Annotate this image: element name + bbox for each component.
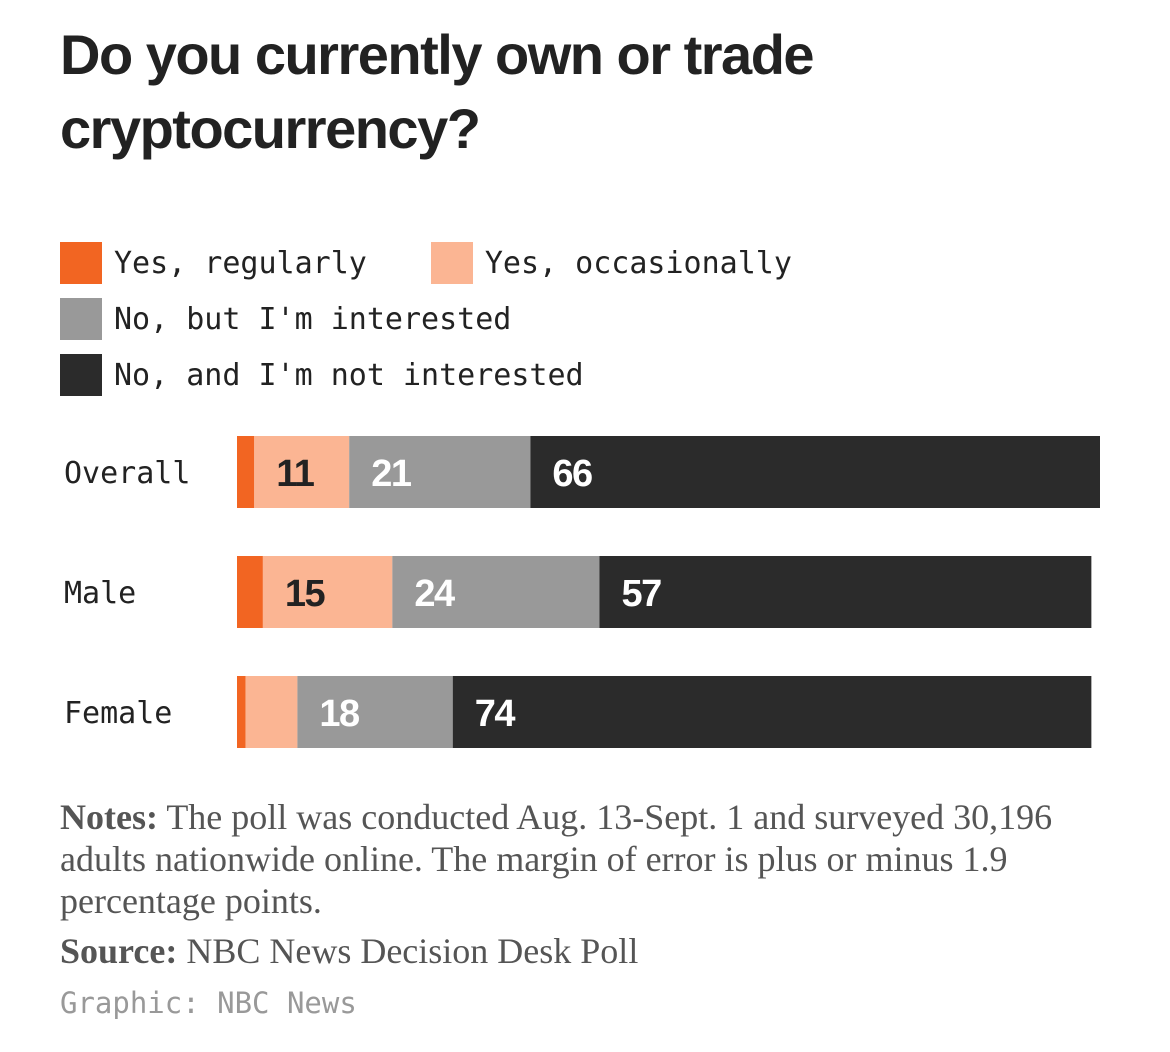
bar-overall-no-and-i-m-not-interested xyxy=(530,436,1100,508)
legend-row-1: Yes, regularly Yes, occasionally xyxy=(60,242,1140,284)
legend-item-yes-occasionally: Yes, occasionally xyxy=(430,242,792,284)
legend-item-no-interested: No, but I'm interested xyxy=(60,298,511,340)
legend-label-no-not-interested: No, and I'm not interested xyxy=(114,357,584,393)
notes-text: The poll was conducted Aug. 13-Sept. 1 a… xyxy=(60,797,1053,921)
category-label-overall: Overall xyxy=(64,456,190,491)
data-label-male-no-and-i-m-not-interested: 57 xyxy=(621,573,661,615)
legend-label-yes-regularly: Yes, regularly xyxy=(114,245,367,281)
legend-row-3: No, and I'm not interested xyxy=(60,354,1140,396)
graphic-credit: Graphic: NBC News xyxy=(60,986,357,1020)
legend: Yes, regularly Yes, occasionally No, but… xyxy=(60,242,1140,410)
legend-swatch-yes-occasionally xyxy=(430,242,473,284)
legend-label-no-interested: No, but I'm interested xyxy=(114,301,512,337)
data-label-female-no-and-i-m-not-interested: 74 xyxy=(475,693,516,735)
bar-male-no-and-i-m-not-interested xyxy=(599,556,1092,628)
notes-label: Notes: xyxy=(60,797,158,837)
data-label-overall-no-and-i-m-not-interested: 66 xyxy=(552,453,592,495)
data-label-female-no-but-i-m-interested: 18 xyxy=(319,693,359,735)
legend-row-2: No, but I'm interested xyxy=(60,298,1140,340)
source-label: Source: xyxy=(60,931,178,971)
data-label-overall-no-but-i-m-interested: 21 xyxy=(371,453,412,495)
legend-swatch-no-not-interested xyxy=(60,354,102,396)
bar-female-yes-regularly xyxy=(237,676,246,748)
bar-male-no-but-i-m-interested xyxy=(392,556,600,628)
category-label-male: Male xyxy=(64,576,136,611)
category-label-female: Female xyxy=(64,696,172,731)
bar-overall-no-but-i-m-interested xyxy=(349,436,531,508)
source: Source: NBC News Decision Desk Poll xyxy=(60,930,1120,972)
legend-swatch-no-interested xyxy=(60,298,102,340)
bar-female-no-but-i-m-interested xyxy=(297,676,453,748)
data-label-male-no-but-i-m-interested: 24 xyxy=(414,573,455,615)
source-text: NBC News Decision Desk Poll xyxy=(177,931,639,971)
legend-label-yes-occasionally: Yes, occasionally xyxy=(484,245,792,281)
bar-overall-yes-regularly xyxy=(237,436,255,508)
data-label-overall-yes-occasionally: 11 xyxy=(276,453,315,495)
bar-female-yes-occasionally xyxy=(245,676,298,748)
legend-item-no-not-interested: No, and I'm not interested xyxy=(60,354,584,396)
legend-item-yes-regularly: Yes, regularly xyxy=(60,242,367,284)
bar-female-no-and-i-m-not-interested xyxy=(452,676,1092,748)
legend-swatch-yes-regularly xyxy=(60,242,102,284)
chart-title: Do you currently own or trade cryptocurr… xyxy=(60,23,815,160)
bar-overall-yes-occasionally xyxy=(254,436,350,508)
stacked-bar-chart: Overall 11 21 66 Male 15 24 57 Female 18 74 xyxy=(64,436,1100,748)
bar-male-yes-occasionally xyxy=(262,556,393,628)
bar-male-yes-regularly xyxy=(237,556,263,628)
data-label-male-yes-occasionally: 15 xyxy=(285,573,326,615)
notes: Notes: The poll was conducted Aug. 13-Se… xyxy=(60,796,1120,922)
